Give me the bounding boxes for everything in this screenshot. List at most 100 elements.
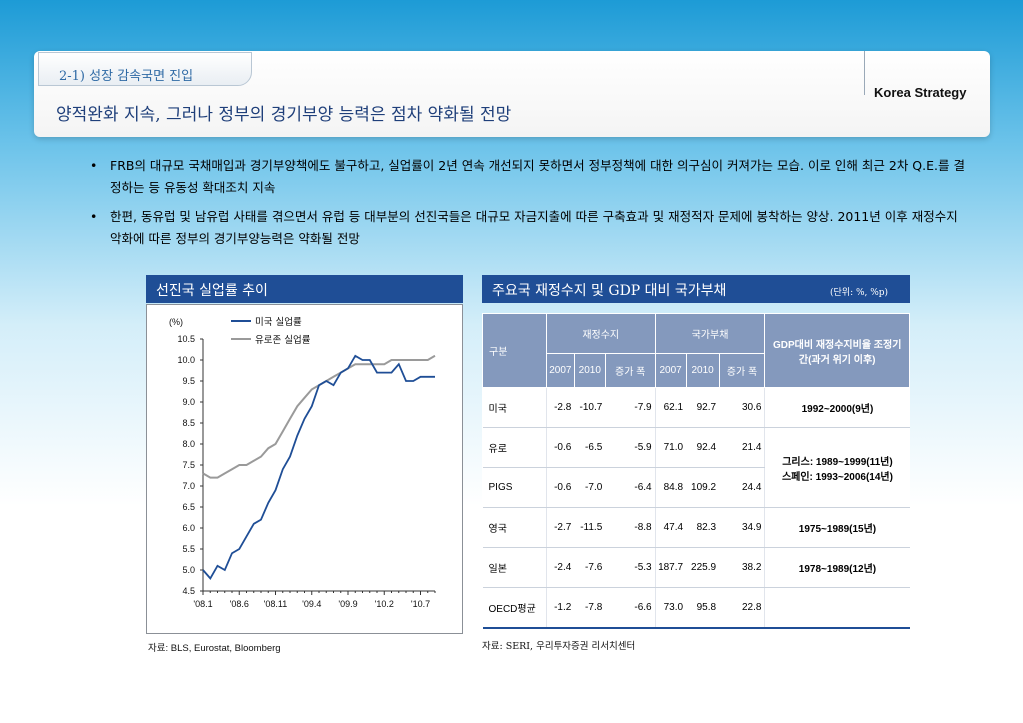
legend-label: 미국 실업률: [255, 316, 302, 328]
y-tick-label: 8.0: [182, 439, 195, 449]
cell: -7.9: [605, 387, 656, 428]
bullet-item: • 한편, 동유럽 및 남유럽 사태를 겪으면서 유럽 등 대부분의 선진국들은…: [90, 206, 970, 250]
bullet-dot-icon: •: [90, 209, 98, 224]
y-tick-label: 5.5: [182, 544, 195, 554]
table-unit: (단위: %, %p): [830, 288, 889, 298]
cell: 187.7: [655, 547, 687, 588]
cell: 84.8: [655, 467, 687, 508]
period-cell: 1978~1989(12년): [764, 547, 910, 588]
header-divider: [864, 51, 865, 95]
bullet-text: FRB의 대규모 국채매입과 경기부양책에도 불구하고, 실업률이 2년 연속 …: [110, 158, 965, 195]
table-row: 영국 -2.7 -11.5 -8.8 47.4 82.3 34.9 1975~1…: [482, 507, 910, 548]
y-tick-label: 7.0: [182, 481, 195, 491]
y-tick-label: 10.0: [177, 355, 195, 365]
table-source: 자료: SERI, 우리투자증권 리서치센터: [482, 641, 636, 652]
header-sub: 2007: [654, 353, 687, 388]
y-tick-label: 6.5: [182, 502, 195, 512]
cell: 47.4: [655, 507, 687, 548]
table-row: OECD평균 -1.2 -7.8 -6.6 73.0 95.8 22.8: [482, 587, 910, 629]
y-tick-label: 4.5: [182, 586, 195, 596]
header-adjust-period: GDP대비 재정수지비율 조정기간(과거 위기 이후): [764, 313, 910, 388]
header-debt-group: 국가부채: [654, 313, 766, 354]
x-tick-label: '09.4: [302, 599, 321, 609]
cell: -5.3: [605, 547, 656, 588]
bullet-item: • FRB의 대규모 국채매입과 경기부양책에도 불구하고, 실업률이 2년 연…: [90, 155, 970, 199]
cell: -11.5: [574, 507, 606, 548]
cell: -6.5: [574, 427, 606, 468]
period-cell: 1992~2000(9년): [764, 387, 910, 428]
y-tick-label: 8.5: [182, 418, 195, 428]
row-name: 일본: [482, 547, 547, 588]
cell: -7.8: [574, 587, 606, 629]
cell: 92.4: [686, 427, 720, 468]
row-name: 영국: [482, 507, 547, 548]
cell: -5.9: [605, 427, 656, 468]
header-fiscal-group: 재정수지: [545, 313, 656, 354]
cell: 71.0: [655, 427, 687, 468]
x-tick-label: '10.7: [411, 599, 430, 609]
period-line: 스페인: 1993~2006(14년): [781, 471, 893, 483]
x-tick-label: '08.6: [230, 599, 249, 609]
table-title: 주요국 재정수지 및 GDP 대비 국가부채: [492, 283, 727, 299]
cell: 92.7: [686, 387, 720, 428]
header-sub: 2010: [685, 353, 720, 388]
period-cell: 1975~1989(15년): [764, 507, 910, 548]
cell: 21.4: [719, 427, 766, 468]
chart-source: 자료: BLS, Eurostat, Bloomberg: [148, 643, 281, 654]
chart-box: 4.5 5.0 5.5 6.0 6.5 7.0 7.5 8.0 8.5 9.0 9.5 10.0 10.…: [146, 304, 463, 634]
cell: 225.9: [686, 547, 720, 588]
period-line: 그리스: 1989~1999(11년): [782, 456, 893, 468]
bullet-text: 한편, 동유럽 및 남유럽 사태를 겪으면서 유럽 등 대부분의 선진국들은 대…: [110, 209, 958, 246]
cell: 62.1: [655, 387, 687, 428]
cell: 73.0: [655, 587, 687, 629]
row-name: 유로: [482, 427, 547, 468]
cell: 82.3: [686, 507, 720, 548]
cell: -0.6: [546, 467, 575, 508]
row-name: OECD평균: [482, 587, 547, 629]
y-tick-label: 10.5: [177, 334, 195, 344]
header-sub: 증가 폭: [718, 353, 766, 388]
cell: -6.4: [605, 467, 656, 508]
cell: -2.7: [546, 507, 575, 548]
cell: -0.6: [546, 427, 575, 468]
cell: -7.6: [574, 547, 606, 588]
eurozone-unemployment-line: [202, 354, 436, 479]
us-unemployment-line: [202, 354, 435, 580]
header-sub: 증가 폭: [604, 353, 656, 388]
unemployment-line-chart: 4.5 5.0 5.5 6.0 6.5 7.0 7.5 8.0 8.5 9.0 9.5 10.0 10.…: [169, 316, 436, 609]
period-cell: [764, 587, 910, 629]
y-tick-label: 7.5: [182, 460, 195, 470]
cell: -8.8: [605, 507, 656, 548]
table-row: 일본 -2.4 -7.6 -5.3 187.7 225.9 38.2 1978~…: [482, 547, 910, 588]
y-tick-label: 9.0: [182, 397, 195, 407]
cell: -1.2: [546, 587, 575, 629]
chart-panel-title: 선진국 실업률 추이: [146, 275, 463, 303]
y-axis-label: (%): [169, 317, 183, 327]
period-cell: 그리스: 1989~1999(11년) 스페인: 1993~2006(14년): [764, 427, 910, 508]
header-category: 구분: [482, 313, 547, 388]
cell: 38.2: [719, 547, 766, 588]
bullet-list: • FRB의 대규모 국채매입과 경기부양책에도 불구하고, 실업률이 2년 연…: [90, 155, 970, 257]
y-tick-label: 9.5: [182, 376, 195, 386]
row-name: 미국: [482, 387, 547, 428]
cell: 24.4: [719, 467, 766, 508]
cell: 95.8: [686, 587, 720, 629]
fiscal-debt-table: 구분 재정수지 국가부채 GDP대비 재정수지비율 조정기간(과거 위기 이후)…: [482, 313, 910, 629]
y-tick-label: 5.0: [182, 565, 195, 575]
brand-label: Korea Strategy: [874, 85, 967, 100]
table-panel-title: 주요국 재정수지 및 GDP 대비 국가부채: [482, 275, 910, 303]
cell: -6.6: [605, 587, 656, 629]
cell: 34.9: [719, 507, 766, 548]
page-title: 양적완화 지속, 그러나 정부의 경기부양 능력은 점차 약화될 전망: [56, 105, 512, 125]
row-name: PIGS: [482, 467, 547, 508]
header-sub: 2007: [545, 353, 575, 388]
cell: -10.7: [574, 387, 606, 428]
table-row: 유로 -0.6 -6.5 -5.9 71.0 92.4 21.4 그리스: 19…: [482, 427, 910, 508]
x-tick-label: '08.1: [193, 599, 212, 609]
legend-label: 유로존 실업률: [255, 334, 311, 346]
x-tick-label: '09.9: [338, 599, 357, 609]
cell: -2.8: [546, 387, 575, 428]
y-tick-label: 6.0: [182, 523, 195, 533]
cell: -2.4: [546, 547, 575, 588]
section-tab: 2-1) 성장 감속국면 진입: [38, 52, 252, 86]
